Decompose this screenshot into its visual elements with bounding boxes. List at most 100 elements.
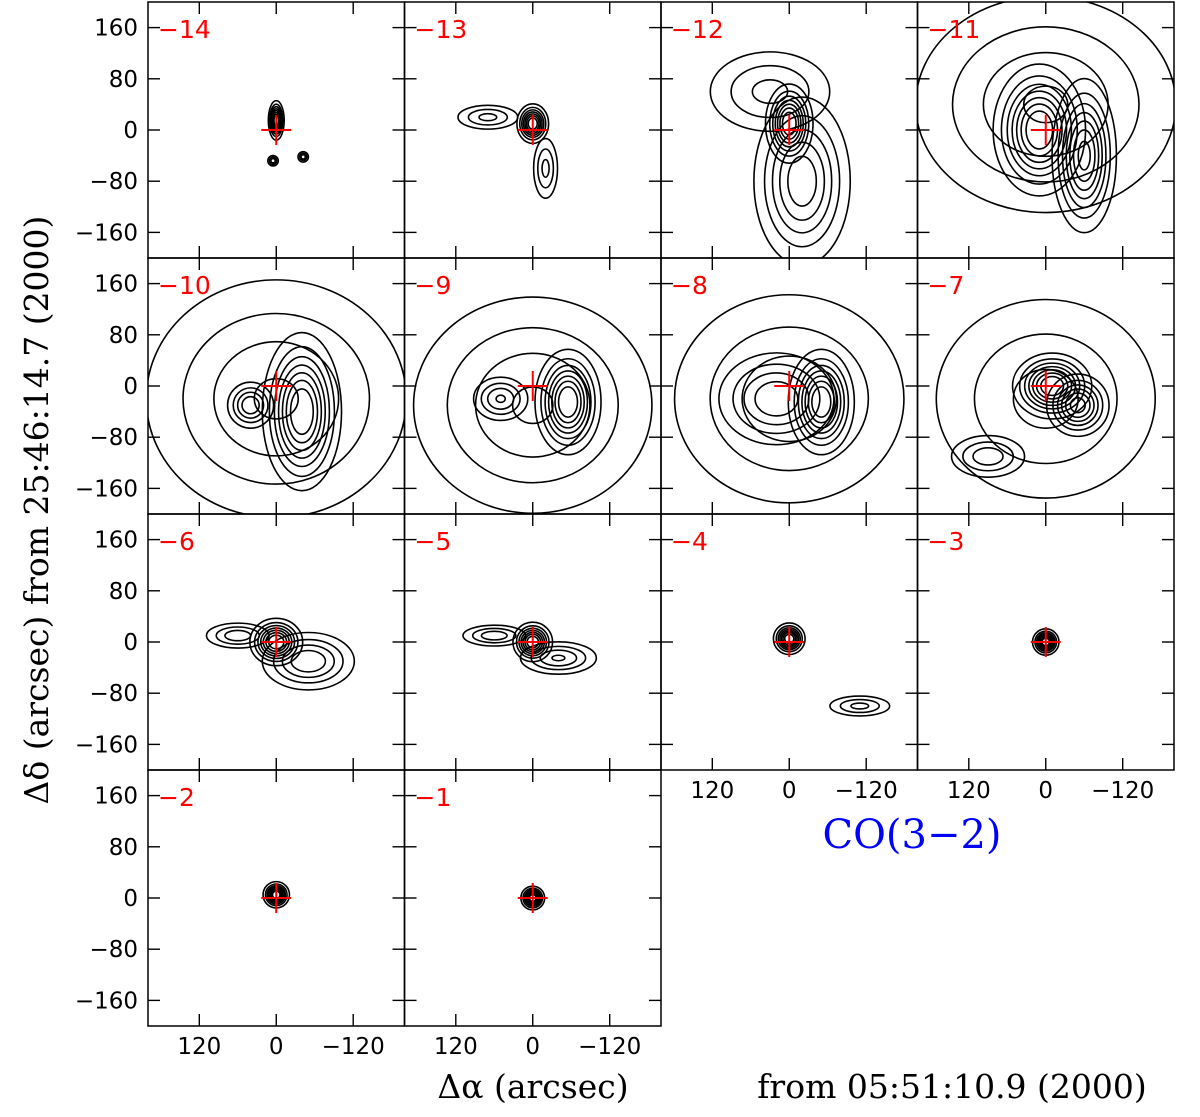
contour-line [253,621,299,663]
contour-line [753,96,852,258]
contour-line [232,387,269,424]
y-tick-label: 80 [109,835,138,861]
contour-line [236,391,265,419]
contour-line [751,79,789,105]
contour-line [472,376,529,422]
contour-line [1052,379,1104,431]
x-axis-label-suffix: from 05:51:10.9 (2000) [757,1067,1147,1106]
contour-line [297,150,310,163]
contour-line [950,434,1026,479]
contour-line [281,644,336,679]
contour-line [300,153,307,160]
channel-panel: −5 [403,513,662,771]
contour-group [412,296,653,514]
contour-line [534,348,602,456]
contour-line [536,148,555,189]
contour-line [285,379,319,444]
contour-line [467,108,509,126]
contour-line [1068,120,1100,191]
velocity-label: −11 [928,15,981,44]
contour-line [495,394,507,404]
contour-line [1065,111,1104,200]
contour-line [850,702,870,710]
channel-panel: 160 80 0 −80 −160 −6 [75,513,406,771]
contour-line [541,158,550,179]
contour-line [557,386,579,418]
contour-group [205,617,356,691]
x-tick-label: −120 [835,778,898,804]
channel-panel: 160 80 0 −80 −160 120 0 −120 −2 [75,769,406,1060]
contour-line [1023,362,1081,410]
contour-line [1006,83,1073,177]
contour-line [273,355,331,468]
contour-line [951,26,1140,183]
y-tick-label: 80 [109,579,138,605]
y-tick-label: 0 [123,886,138,912]
contour-line [290,649,327,673]
contour-line [547,370,589,434]
x-tick-label: −120 [1091,778,1154,804]
contour-line [277,364,327,459]
x-tick-label: 0 [782,778,797,804]
contour-line [1015,96,1063,164]
contour-line [551,375,586,429]
contour-line [530,645,587,671]
contour-line [474,352,591,458]
x-tick-label: 0 [269,1034,284,1060]
contour-line [1045,373,1110,438]
channel-panel: 160 80 0 −80 −160 −10 [75,257,406,515]
channel-panel: −7 [916,257,1175,515]
contour-line [811,386,832,418]
channel-panel: −13 [403,1,662,259]
contour-line [462,624,527,647]
contour-line [1056,384,1099,427]
contour-line [213,340,340,457]
x-axis-label: Δα (arcsec) [437,1067,628,1106]
contour-line [298,152,308,162]
contour-line [829,695,891,717]
x-tick-label: 0 [525,1034,540,1060]
velocity-label: −7 [928,271,965,300]
x-tick-label: 120 [177,1034,221,1060]
contour-group [462,621,598,676]
contour-group [148,279,405,514]
contour-line [973,333,1118,465]
contour-line [457,104,519,130]
y-tick-label: −160 [75,220,138,246]
contour-group [917,2,1174,234]
contour-line [270,157,276,164]
contour-line [215,626,261,646]
velocity-label: −8 [671,271,708,300]
contour-line [289,388,315,436]
velocity-label: −5 [415,527,452,556]
contour-line [478,112,498,122]
x-tick-label: −120 [322,1034,385,1060]
channel-panel: 120 0 −120 −4 [660,513,919,804]
contour-group [935,298,1157,499]
contour-line [1072,129,1096,183]
velocity-label: −4 [671,527,708,556]
y-tick-label: −80 [89,681,138,707]
y-tick-label: −160 [75,988,138,1014]
contour-line [1060,388,1095,423]
y-tick-label: −160 [75,476,138,502]
contour-line [709,51,831,133]
contour-line [544,364,592,440]
contour-line [763,114,841,248]
contour-line [519,640,598,676]
contour-line [554,380,582,424]
contour-line [935,298,1157,499]
contour-line [718,352,835,446]
contour-line [551,654,566,662]
channel-panel: −8 [660,257,919,515]
contour-group [772,622,891,717]
y-tick-label: −80 [89,937,138,963]
contour-line [1000,75,1079,185]
contour-line [709,326,870,472]
contour-line [743,372,810,426]
contour-line [480,382,521,416]
contour-line [480,630,508,641]
contour-line [182,312,371,485]
